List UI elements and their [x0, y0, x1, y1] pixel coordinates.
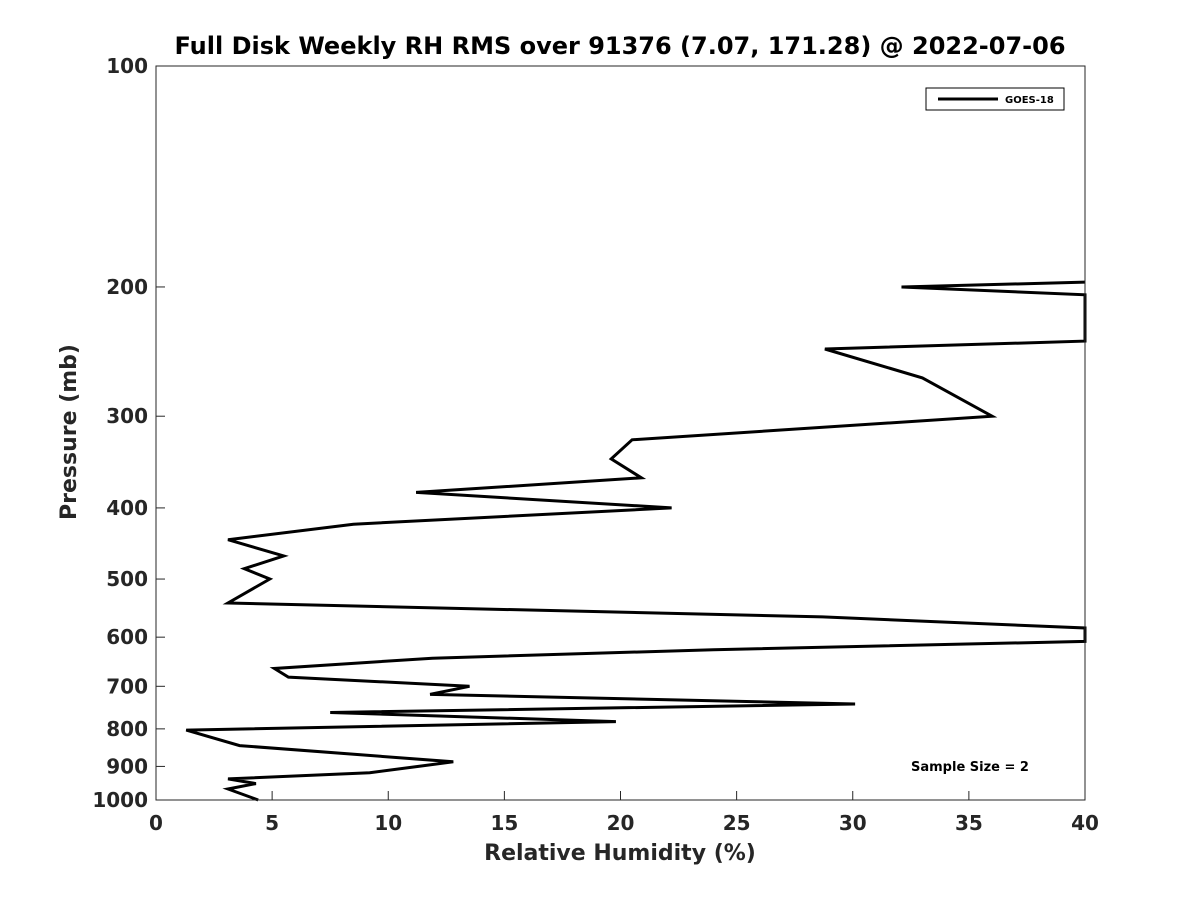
- x-tick-label: 25: [723, 811, 751, 835]
- legend: GOES-18: [925, 87, 1065, 111]
- y-tick-label: 800: [106, 717, 148, 741]
- y-tick-label: 400: [106, 496, 148, 520]
- x-axis-label: Relative Humidity (%): [484, 841, 756, 866]
- x-tick-label: 10: [374, 811, 402, 835]
- x-tick-label: 5: [265, 811, 279, 835]
- x-tick-label: 40: [1071, 811, 1099, 835]
- y-tick-label: 600: [106, 625, 148, 649]
- series-line-goes-18: [185, 280, 1087, 802]
- y-tick-label: 1000: [92, 788, 148, 812]
- y-tick-label: 900: [106, 754, 148, 778]
- x-tick-label: 35: [955, 811, 983, 835]
- x-tick-label: 0: [149, 811, 163, 835]
- y-tick-label: 700: [106, 674, 148, 698]
- plot-axes: [155, 65, 1086, 801]
- x-tick-label: 20: [607, 811, 635, 835]
- x-tick-label: 15: [490, 811, 518, 835]
- x-tick-label: 30: [839, 811, 867, 835]
- y-tick-label: 300: [106, 404, 148, 428]
- y-tick-label: 200: [106, 275, 148, 299]
- y-tick-label: 100: [106, 54, 148, 78]
- chart-title: Full Disk Weekly RH RMS over 91376 (7.07…: [174, 32, 1065, 60]
- y-axis-ticks: 100 200 300 400 500 600 700 800 900 1000: [92, 54, 165, 812]
- x-axis-ticks: 0 5 10 15 20 25 30 35 40: [149, 791, 1099, 835]
- legend-label: GOES-18: [1005, 95, 1054, 106]
- y-axis-label: Pressure (mb): [57, 344, 82, 520]
- y-tick-label: 500: [106, 567, 148, 591]
- sample-size-annotation: Sample Size = 2: [911, 760, 1029, 775]
